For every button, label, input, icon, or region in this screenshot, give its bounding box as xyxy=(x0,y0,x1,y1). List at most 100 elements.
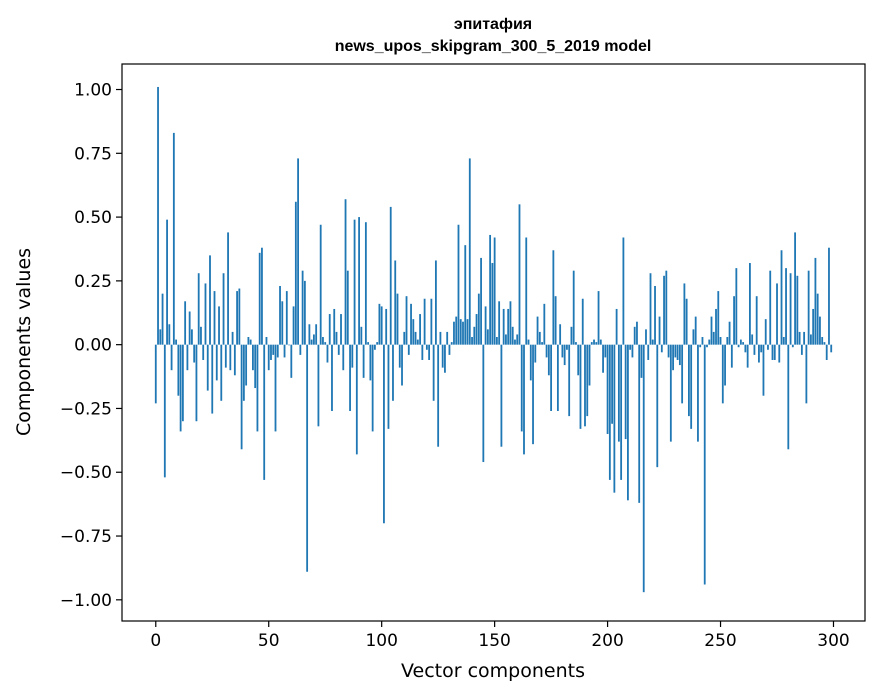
bar-256 xyxy=(733,296,735,345)
y-tick-label: 0.25 xyxy=(74,272,112,292)
bar-194 xyxy=(593,339,595,345)
bar-277 xyxy=(780,250,783,345)
bar-183 xyxy=(568,344,571,417)
bar-221 xyxy=(654,285,656,345)
bar-288 xyxy=(805,344,808,404)
bar-145 xyxy=(482,344,485,463)
bar-122 xyxy=(430,298,433,345)
bar-17 xyxy=(193,344,196,363)
bar-63 xyxy=(297,158,299,345)
y-tick-label: 1.00 xyxy=(74,81,112,101)
bar-245 xyxy=(708,339,711,345)
bar-279 xyxy=(785,268,787,345)
bar-240 xyxy=(697,344,699,442)
bar-103 xyxy=(387,344,390,429)
bar-181 xyxy=(563,344,566,366)
bar-262 xyxy=(746,344,749,368)
bar-196 xyxy=(597,291,600,345)
bar-21 xyxy=(202,344,205,360)
bar-112 xyxy=(407,344,410,355)
bar-89 xyxy=(355,344,358,455)
bar-100 xyxy=(380,306,383,345)
bar-209 xyxy=(627,344,629,501)
bar-282 xyxy=(791,344,794,348)
bars-group xyxy=(154,86,833,593)
bar-158 xyxy=(511,326,514,345)
bar-251 xyxy=(721,344,724,404)
bar-97 xyxy=(374,344,376,350)
bar-168 xyxy=(534,344,537,363)
bar-206 xyxy=(620,344,623,480)
bar-223 xyxy=(658,316,661,345)
bar-237 xyxy=(690,344,693,429)
bar-139 xyxy=(468,158,471,345)
bar-57 xyxy=(283,344,286,358)
bar-105 xyxy=(392,344,394,401)
bar-202 xyxy=(611,344,614,424)
x-tick-label: 0 xyxy=(150,631,161,651)
bar-148 xyxy=(489,234,492,345)
bar-18 xyxy=(195,344,198,422)
bar-47 xyxy=(261,247,263,345)
bar-284 xyxy=(796,275,799,345)
bar-69 xyxy=(310,339,313,345)
bar-73 xyxy=(319,224,322,345)
bar-261 xyxy=(744,344,747,353)
bar-253 xyxy=(726,337,729,345)
bar-49 xyxy=(265,337,268,345)
bar-268 xyxy=(760,344,763,353)
bar-41 xyxy=(247,337,250,345)
bar-233 xyxy=(681,344,684,404)
bar-189 xyxy=(581,298,584,345)
bar-9 xyxy=(175,339,178,345)
bar-179 xyxy=(559,324,562,345)
bar-184 xyxy=(570,326,573,345)
x-tick-label: 100 xyxy=(365,631,397,651)
bar-31 xyxy=(224,344,227,368)
bar-188 xyxy=(579,344,582,429)
bar-44 xyxy=(254,344,257,389)
bar-1 xyxy=(157,86,159,345)
bar-0 xyxy=(154,344,157,404)
bar-275 xyxy=(776,283,778,345)
bar-255 xyxy=(730,344,733,368)
bar-154 xyxy=(502,308,505,345)
y-tick-label: −1.00 xyxy=(60,591,112,611)
bar-136 xyxy=(462,321,464,345)
bar-67 xyxy=(306,344,309,572)
bar-190 xyxy=(584,344,586,427)
bar-263 xyxy=(749,263,751,345)
bar-156 xyxy=(507,308,510,345)
bar-7 xyxy=(170,344,173,371)
bar-236 xyxy=(688,344,690,417)
bar-252 xyxy=(724,344,726,386)
bar-126 xyxy=(439,331,442,345)
bar-128 xyxy=(444,344,446,373)
bar-248 xyxy=(715,308,717,345)
bar-226 xyxy=(665,270,668,345)
bar-14 xyxy=(186,344,189,371)
bar-90 xyxy=(358,217,360,345)
bar-147 xyxy=(486,329,489,345)
bar-159 xyxy=(514,339,516,345)
bar-182 xyxy=(566,344,568,350)
bar-91 xyxy=(360,326,363,345)
bar-120 xyxy=(425,344,428,350)
bar-30 xyxy=(222,273,225,345)
bar-146 xyxy=(484,306,487,345)
bar-161 xyxy=(518,204,521,345)
bar-72 xyxy=(317,344,320,427)
bar-134 xyxy=(457,224,460,345)
bar-276 xyxy=(778,344,781,363)
bar-293 xyxy=(816,293,819,345)
bar-232 xyxy=(678,344,681,366)
bar-107 xyxy=(396,293,399,345)
x-axis-ticks: 0 50 100 150 200 250 300 xyxy=(150,621,850,651)
bar-29 xyxy=(220,344,223,401)
bar-43 xyxy=(252,344,254,371)
bar-129 xyxy=(446,331,449,345)
bar-210 xyxy=(629,344,632,350)
bar-42 xyxy=(249,339,252,345)
bar-287 xyxy=(803,331,806,345)
y-tick-label: 0.50 xyxy=(74,208,112,228)
